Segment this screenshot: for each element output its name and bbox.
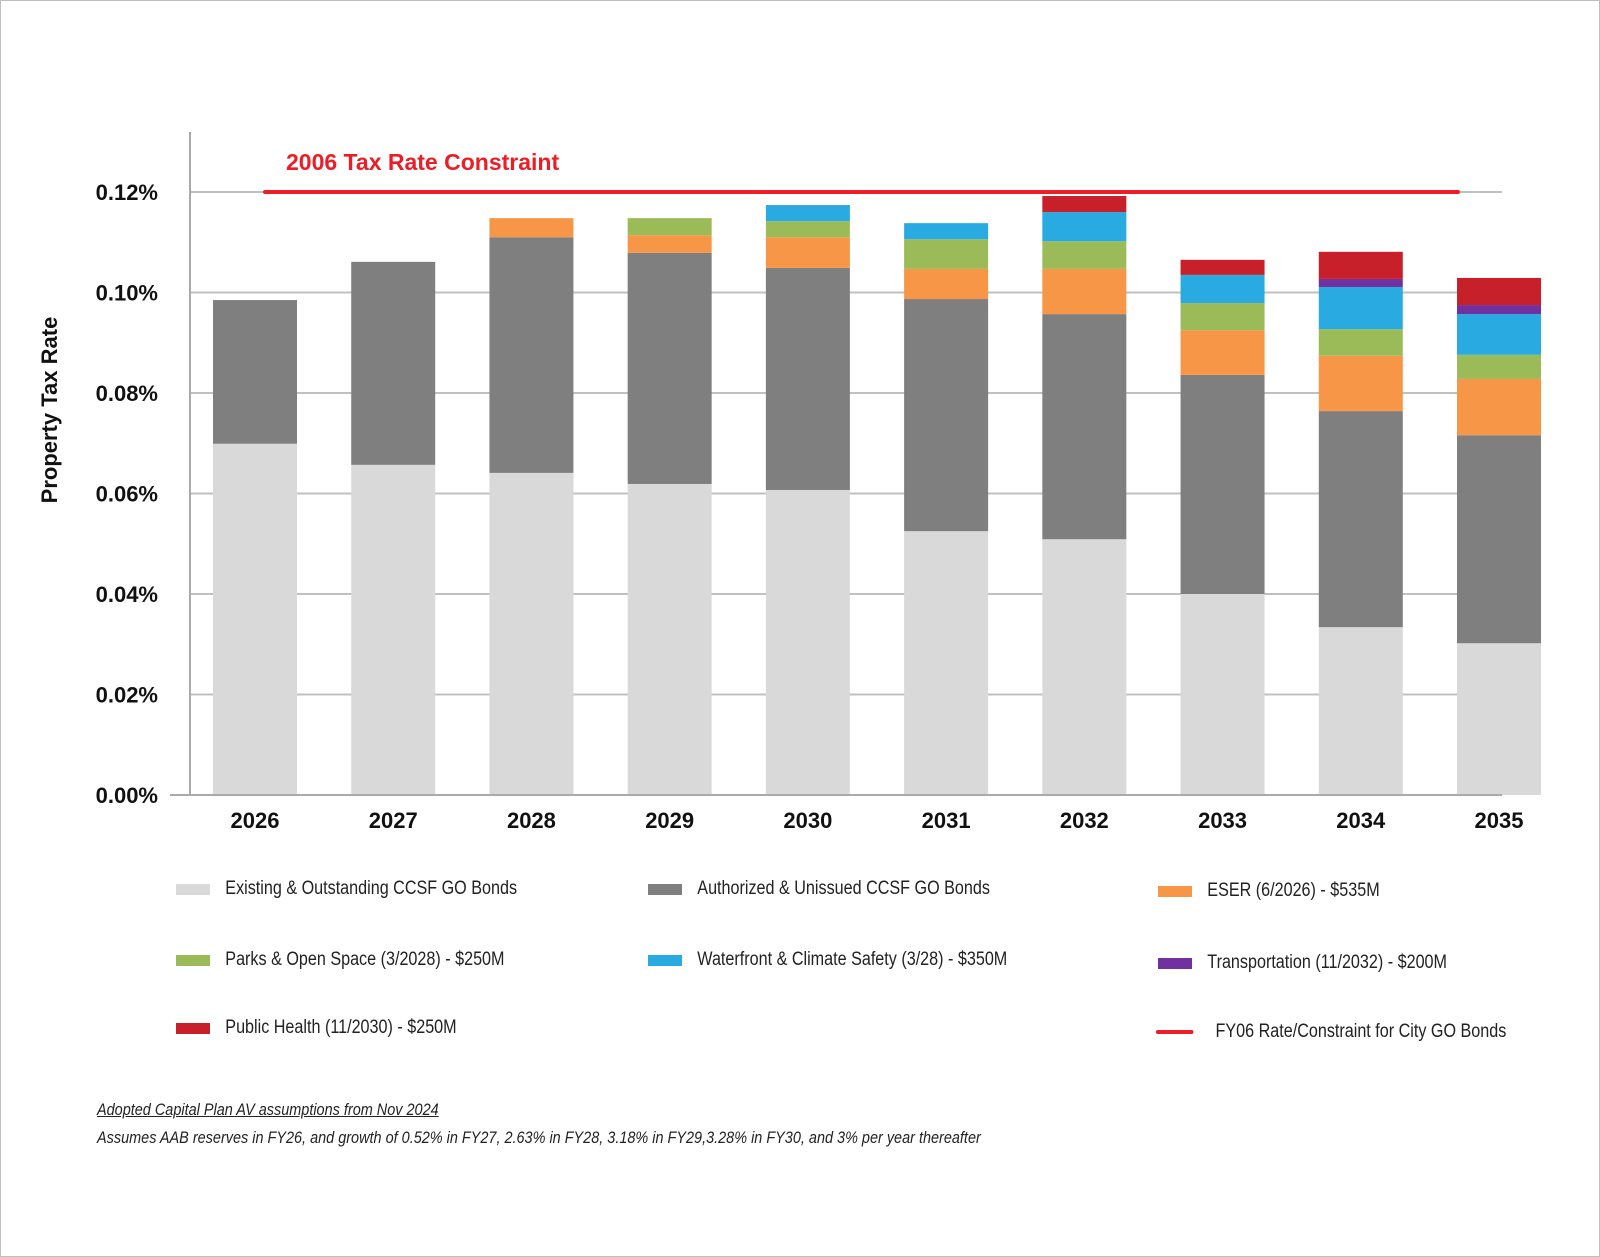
bar-segment: [1457, 305, 1541, 315]
y-tick-label: 0.12%: [96, 180, 158, 205]
bar-segment: [1180, 259, 1265, 275]
legend-transportation: Transportation (11/2032) - $200M: [1158, 952, 1447, 974]
bar-segment: [1180, 374, 1265, 594]
y-tick-label: 0.00%: [96, 783, 158, 808]
footnotes: Adopted Capital Plan AV assumptions from…: [97, 1100, 981, 1156]
bar-segment: [627, 235, 712, 253]
legend-label: Authorized & Unissued CCSF GO Bonds: [697, 878, 990, 899]
bar-segment: [627, 483, 712, 795]
constraint-label: 2006 Tax Rate Constraint: [286, 149, 559, 175]
x-tick-label: 2030: [783, 808, 832, 833]
x-tick-label: 2033: [1198, 808, 1247, 833]
bar-segment: [1318, 355, 1403, 412]
legend-waterfront: Waterfront & Climate Safety (3/28) - $35…: [648, 949, 1007, 971]
legend-label: Public Health (11/2030) - $250M: [225, 1017, 457, 1038]
legend-label: FY06 Rate/Constraint for City GO Bonds: [1215, 1021, 1507, 1042]
bar-segment: [765, 489, 850, 795]
legend-swatch: [1156, 1030, 1194, 1034]
legend-eser: ESER (6/2026) - $535M: [1158, 880, 1380, 902]
bar-segment: [351, 261, 436, 465]
y-tick-label: 0.10%: [96, 281, 158, 306]
x-tick-label: 2031: [922, 808, 971, 833]
bar-segment: [1042, 241, 1127, 269]
bar-segment: [1457, 277, 1541, 306]
bar-segment: [765, 237, 850, 268]
bar-segment: [904, 223, 989, 240]
bar-segment: [1457, 378, 1541, 436]
x-tick-label: 2026: [231, 808, 280, 833]
bar-segment: [1042, 539, 1127, 795]
legend-label: Waterfront & Climate Safety (3/28) - $35…: [697, 949, 1008, 970]
bar-segment: [489, 237, 574, 473]
footnote-1: Adopted Capital Plan AV assumptions from…: [97, 1100, 439, 1119]
bar-segment: [1457, 314, 1541, 355]
legend-swatch: [176, 883, 210, 895]
y-tick-label: 0.04%: [96, 582, 158, 607]
bar-segment: [627, 218, 712, 236]
legend-label: ESER (6/2026) - $535M: [1207, 880, 1380, 901]
y-tick-label: 0.02%: [96, 683, 158, 708]
bar-segment: [627, 252, 712, 484]
bar-segment: [1042, 314, 1127, 540]
bar-segment: [1180, 330, 1265, 375]
bar-segment: [765, 221, 850, 238]
y-axis-label: Property Tax Rate: [37, 317, 62, 504]
bar-segment: [1318, 278, 1403, 287]
bar-segment: [1457, 354, 1541, 379]
bar-segment: [765, 205, 850, 222]
legend-swatch: [1158, 885, 1192, 897]
bar-segment: [1042, 268, 1127, 315]
bar-segment: [1318, 251, 1403, 279]
legend-existing: Existing & Outstanding CCSF GO Bonds: [176, 878, 517, 900]
bar-segment: [1180, 303, 1265, 331]
legend-constraint: FY06 Rate/Constraint for City GO Bonds: [1156, 1021, 1506, 1043]
bar-segment: [213, 300, 297, 444]
legend-label: Parks & Open Space (3/2028) - $250M: [225, 949, 505, 970]
bar-segment: [1318, 627, 1403, 795]
footnote-2: Assumes AAB reserves in FY26, and growth…: [97, 1128, 981, 1147]
bar-segment: [904, 531, 989, 795]
bar-segment: [489, 472, 574, 795]
bar-segment: [213, 443, 297, 795]
x-tick-label: 2034: [1336, 808, 1386, 833]
legend-parks: Parks & Open Space (3/2028) - $250M: [176, 949, 504, 971]
x-tick-label: 2029: [645, 808, 694, 833]
x-tick-label: 2027: [369, 808, 418, 833]
legend-swatch: [176, 954, 210, 966]
x-tick-label: 2028: [507, 808, 556, 833]
y-tick-label: 0.08%: [96, 381, 158, 406]
x-tick-label: 2035: [1475, 808, 1524, 833]
legend-label: Transportation (11/2032) - $200M: [1207, 952, 1447, 973]
legend-authorized: Authorized & Unissued CCSF GO Bonds: [648, 878, 990, 900]
x-tick-label: 2032: [1060, 808, 1109, 833]
bar-segment: [904, 239, 989, 269]
legend-swatch: [648, 883, 682, 895]
legend-public-health: Public Health (11/2030) - $250M: [176, 1017, 457, 1039]
bar-segment: [1042, 196, 1127, 213]
bar-segment: [1318, 286, 1403, 330]
bar-segment: [1180, 274, 1265, 304]
legend-swatch: [1158, 957, 1192, 969]
bar-segment: [351, 464, 436, 795]
bar-segment: [489, 218, 574, 238]
bar-segment: [1318, 329, 1403, 356]
bar-segment: [1457, 643, 1541, 795]
bar-segment: [1180, 594, 1265, 795]
bar-segment: [904, 268, 989, 300]
y-tick-label: 0.06%: [96, 482, 158, 507]
bar-segment: [1318, 411, 1403, 628]
bar-segment: [765, 267, 850, 490]
bar-segment: [1042, 212, 1127, 242]
bar-segment: [904, 299, 989, 532]
bar-segment: [1457, 435, 1541, 644]
legend-swatch: [176, 1022, 210, 1034]
legend-swatch: [648, 954, 682, 966]
legend-label: Existing & Outstanding CCSF GO Bonds: [225, 878, 518, 899]
